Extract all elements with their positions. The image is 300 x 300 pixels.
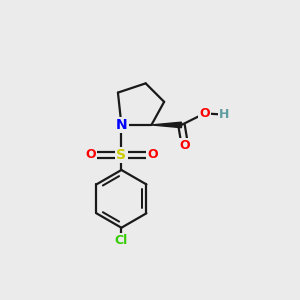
Text: O: O	[180, 139, 190, 152]
Text: N: N	[116, 118, 127, 132]
Text: S: S	[116, 148, 126, 162]
Text: O: O	[199, 107, 210, 120]
Text: O: O	[85, 148, 95, 161]
Text: Cl: Cl	[115, 234, 128, 247]
Text: H: H	[219, 108, 230, 121]
Text: O: O	[147, 148, 158, 161]
Polygon shape	[152, 122, 182, 128]
